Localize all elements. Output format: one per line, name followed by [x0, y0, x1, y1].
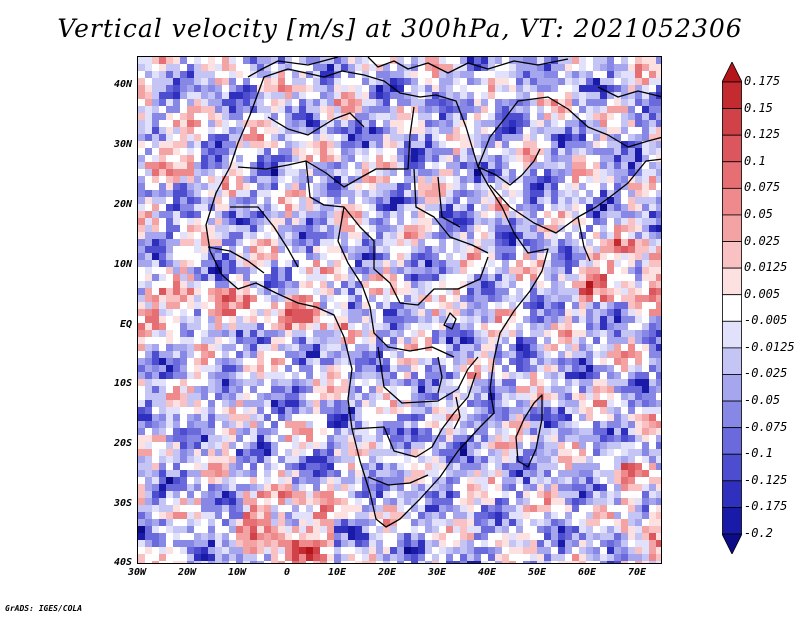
- colorbar-tick-label: -0.05: [744, 393, 781, 408]
- colorbar-tick-label: 0.125: [744, 127, 781, 142]
- colorbar-tick-label: -0.005: [744, 313, 788, 328]
- lon-label: 40E: [477, 567, 497, 578]
- colorbar-swatch: [722, 241, 742, 269]
- colorbar-swatch: [722, 294, 742, 322]
- colorbar-swatch: [722, 347, 742, 375]
- lon-label: 50E: [527, 567, 547, 578]
- colorbar-tick-label: -0.0125: [744, 339, 795, 354]
- colorbar-tick-label: -0.125: [744, 472, 788, 487]
- chart-title: Vertical velocity [m/s] at 300hPa, VT: 2…: [57, 14, 743, 43]
- lon-label: 20E: [377, 567, 397, 578]
- colorbar-tick-label: -0.2: [744, 526, 773, 540]
- colorbar-swatch: [722, 187, 742, 216]
- lon-label: 20W: [177, 567, 197, 578]
- lon-label: 60E: [577, 567, 597, 578]
- map-panel: [137, 56, 662, 564]
- lat-label: 30N: [113, 139, 132, 150]
- lat-label: 20S: [113, 438, 132, 449]
- lat-label: EQ: [119, 319, 132, 330]
- colorbar-end-bottom: [722, 533, 742, 554]
- colorbar-tick-label: 0.005: [744, 286, 781, 301]
- colorbar-tick-label: -0.175: [744, 499, 788, 514]
- lat-label: 30S: [113, 498, 132, 509]
- lat-label: 10N: [113, 259, 132, 270]
- colorbar-tick-label: -0.075: [744, 419, 788, 434]
- colorbar-tick-label: 0.0125: [744, 260, 788, 275]
- lat-label: 20N: [113, 199, 132, 210]
- colorbar-swatch: [722, 507, 742, 535]
- colorbar-swatch: [722, 134, 742, 163]
- colorbar-swatch: [722, 374, 742, 402]
- colorbar-tick-label: 0.1: [744, 153, 766, 168]
- lon-label: 70E: [627, 567, 647, 578]
- colorbar-tick-label: 0.15: [744, 100, 773, 115]
- colorbar-swatch: [722, 161, 742, 189]
- arabia-coastline: [477, 96, 661, 168]
- lon-label: 10W: [227, 567, 247, 578]
- colorbar-tick-label: 0.175: [744, 74, 781, 88]
- colorbar-tick-label: -0.025: [744, 366, 788, 381]
- madagascar: [515, 394, 543, 468]
- colorbar-swatch: [722, 214, 742, 242]
- colorbar-swatch: [722, 267, 742, 296]
- colorbar-swatch: [722, 480, 742, 508]
- colorbar-swatch: [722, 320, 742, 349]
- colorbar-tick-label: -0.1: [744, 446, 773, 461]
- lat-label: 40N: [113, 79, 132, 90]
- velocity-field: [138, 57, 661, 563]
- colorbar-tick-label: 0.075: [744, 180, 781, 195]
- colorbar-swatch: [722, 453, 742, 482]
- coastlines-borders: [205, 57, 661, 528]
- colorbar-swatch: [722, 108, 742, 136]
- lon-label: 0: [283, 567, 291, 578]
- colorbar-tick-label: 0.025: [744, 233, 781, 248]
- colorbar-swatch: [722, 427, 742, 455]
- colorbar-end-top: [722, 62, 742, 83]
- lat-label: 10S: [113, 378, 132, 389]
- lon-label: 10E: [327, 567, 347, 578]
- colorbar-swatch: [722, 400, 742, 429]
- africa-coastline: [205, 68, 549, 528]
- lon-label: 30W: [127, 567, 147, 578]
- colorbar: [722, 62, 742, 554]
- colorbar-tick-label: 0.05: [744, 206, 773, 221]
- colorbar-swatch: [722, 81, 742, 109]
- lat-label: 40S: [113, 557, 132, 568]
- lon-label: 30E: [427, 567, 447, 578]
- footer-credit: GrADS: IGES/COLA: [5, 604, 83, 613]
